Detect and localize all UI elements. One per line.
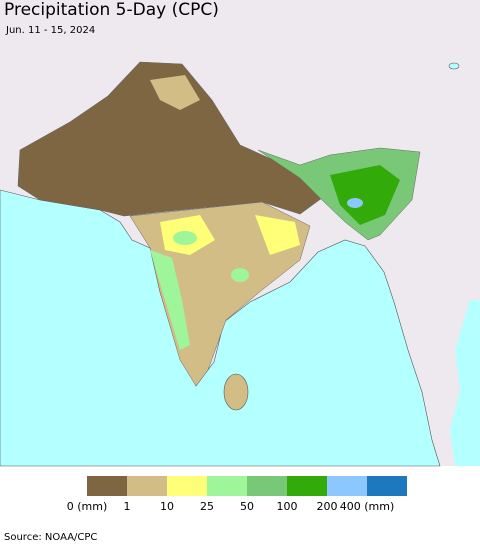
legend-label: 1	[124, 500, 131, 513]
legend-label: 25	[200, 500, 214, 513]
legend-swatch	[207, 476, 247, 496]
title: Precipitation 5-Day (CPC)	[4, 0, 219, 20]
legend-swatch	[247, 476, 287, 496]
lake	[448, 62, 460, 70]
legend-label: 200	[317, 500, 338, 513]
ocean-east	[450, 300, 480, 466]
region-dry	[17, 61, 323, 217]
region-moderate	[255, 215, 300, 255]
ocean	[0, 189, 441, 467]
legend-label: 10	[160, 500, 174, 513]
legend-label: 50	[240, 500, 254, 513]
legend-swatch	[287, 476, 327, 496]
subtitle: Jun. 11 - 15, 2024	[5, 25, 95, 36]
legend-label: 400 (mm)	[340, 500, 395, 513]
region-light	[150, 75, 200, 110]
source: Source: NOAA/CPC	[4, 532, 97, 543]
legend-label: 0 (mm)	[67, 500, 108, 513]
island	[223, 373, 249, 411]
region-wet	[231, 268, 249, 282]
region-heavy	[330, 165, 400, 225]
legend-swatch	[327, 476, 367, 496]
legend-swatch	[367, 476, 407, 496]
region-very-heavy	[347, 198, 363, 208]
legend-swatch	[87, 476, 127, 496]
legend-label: 100	[277, 500, 298, 513]
legend-swatch	[127, 476, 167, 496]
region-wet	[173, 231, 197, 245]
legend-swatch	[167, 476, 207, 496]
region-wet	[150, 250, 190, 350]
legend: 0 (mm) 1 10 25 50 100 200 400 (mm)	[67, 476, 407, 513]
